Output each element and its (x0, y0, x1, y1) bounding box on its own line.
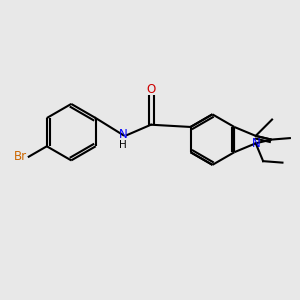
Text: O: O (147, 83, 156, 96)
Text: Br: Br (14, 150, 27, 163)
Text: N: N (252, 137, 261, 150)
Text: N: N (119, 128, 128, 141)
Text: H: H (119, 140, 127, 150)
